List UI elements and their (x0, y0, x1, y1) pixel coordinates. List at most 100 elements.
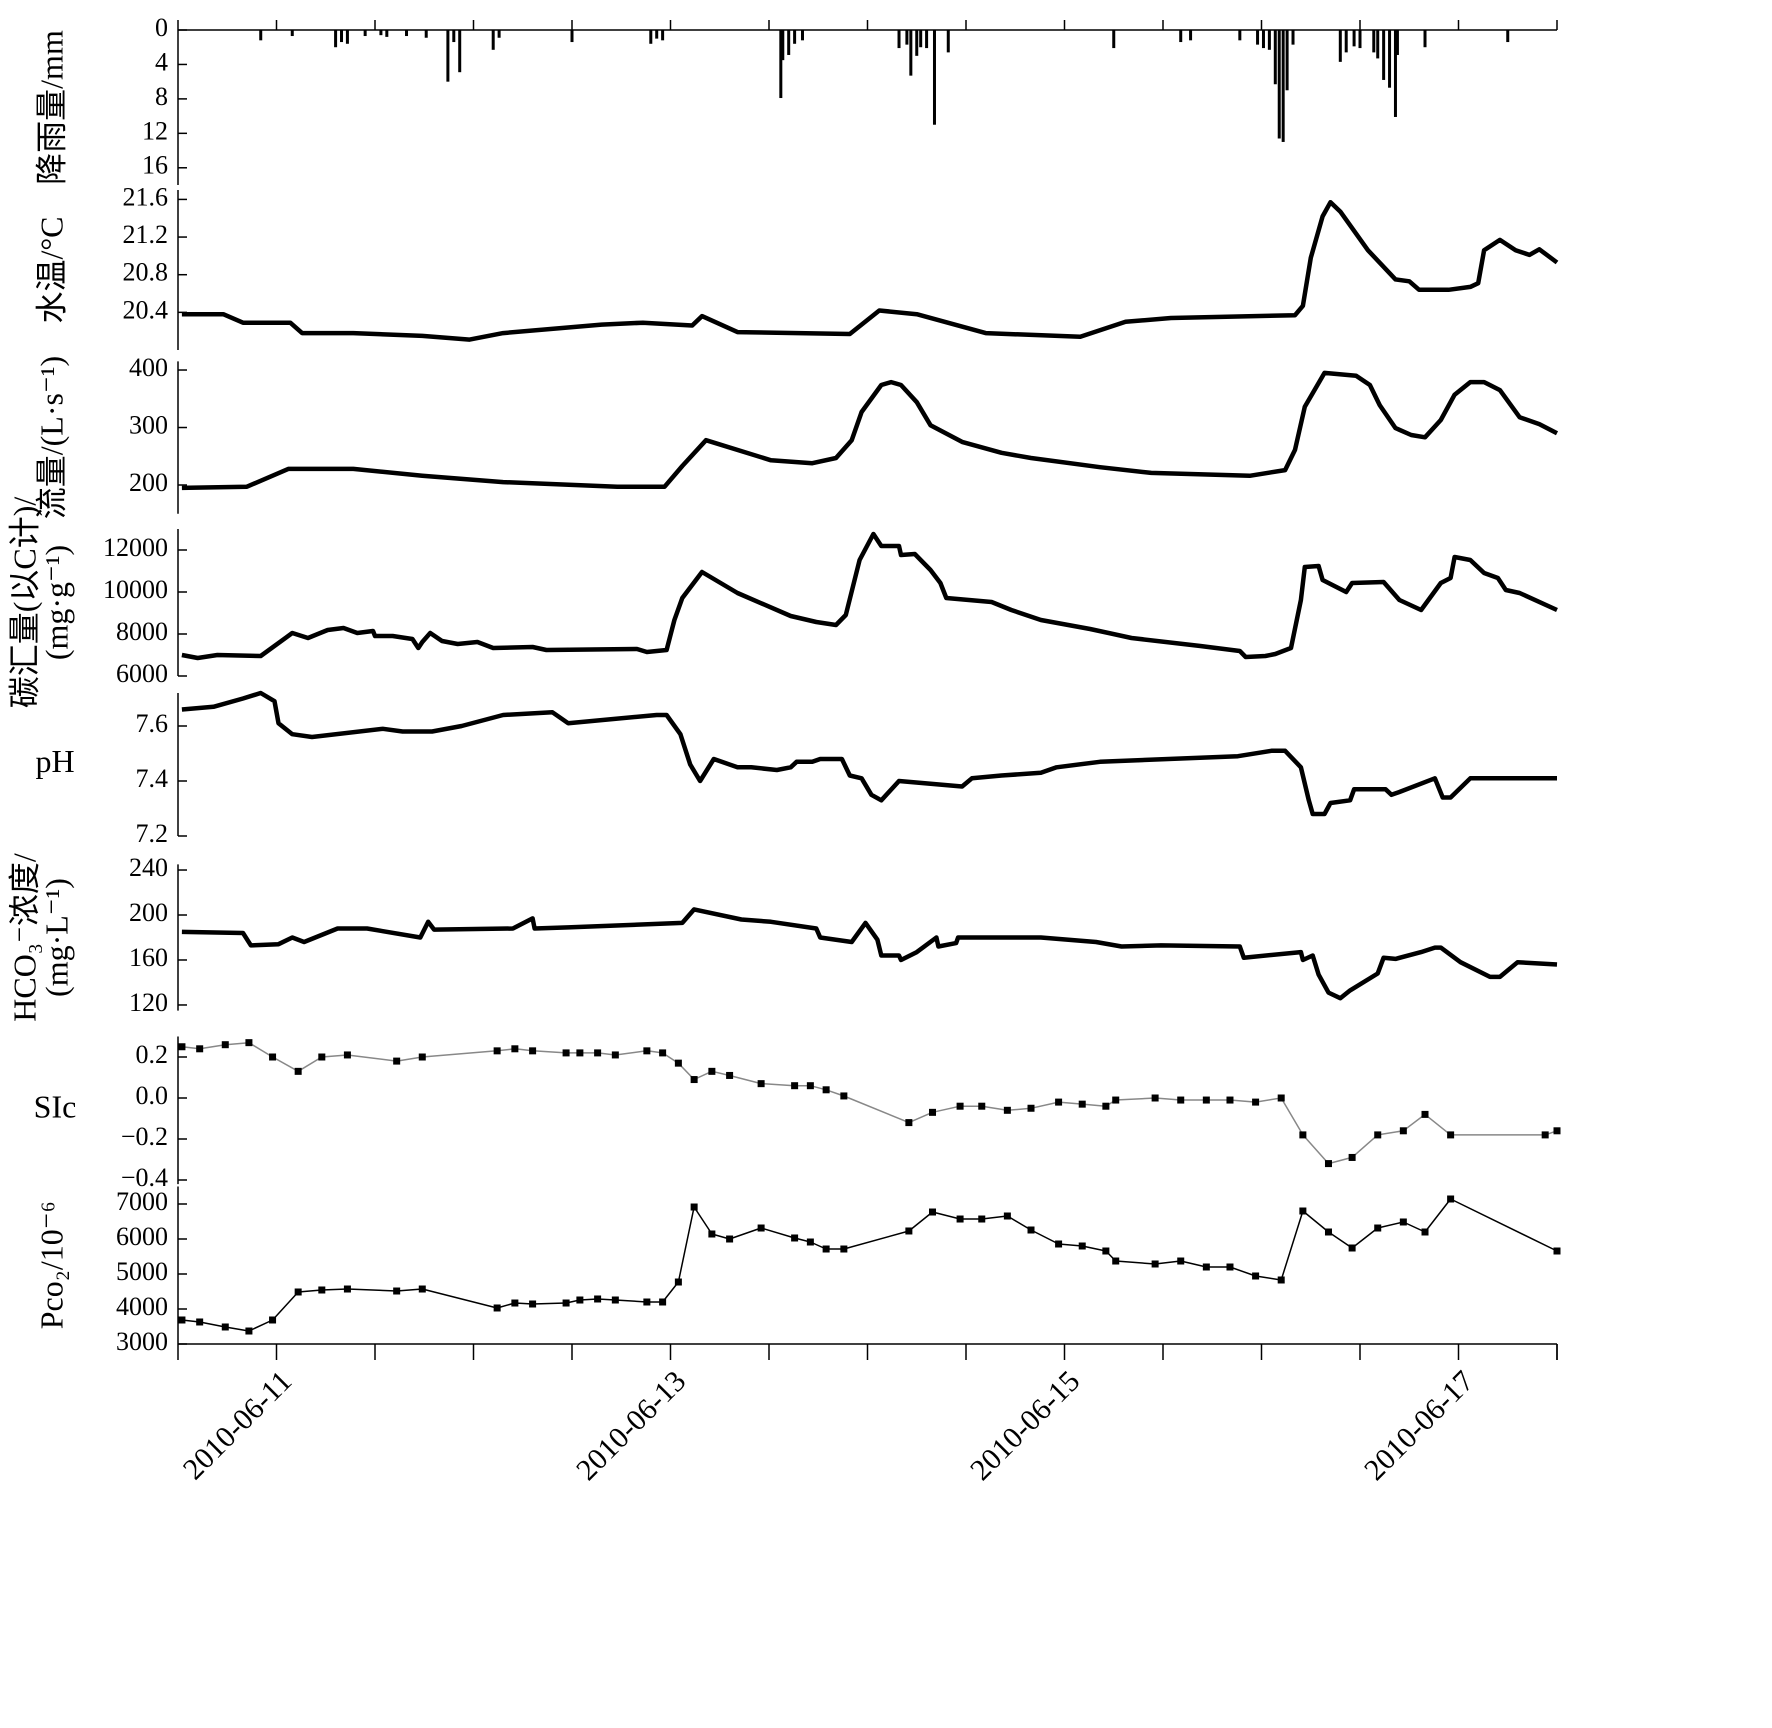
data-point (1003, 1106, 1011, 1114)
data-point (343, 1285, 351, 1293)
bar (793, 30, 797, 44)
data-point (791, 1234, 799, 1242)
bar (379, 30, 383, 36)
data-point (674, 1059, 682, 1067)
bar (661, 30, 665, 41)
y-tick-label: 160 (129, 943, 168, 972)
data-point (1055, 1098, 1063, 1106)
bar (946, 30, 950, 53)
x-tick-label: 2010-06-15 (964, 1364, 1086, 1486)
bar (781, 30, 785, 61)
data-point (806, 1238, 814, 1246)
bar (1393, 30, 1397, 117)
y-tick-label: 200 (129, 468, 168, 497)
data-point (791, 1082, 799, 1090)
bar (1238, 30, 1242, 41)
data-point (757, 1080, 765, 1088)
data-point (1252, 1272, 1260, 1280)
data-point (562, 1049, 570, 1057)
bar (1372, 30, 1376, 53)
data-line (181, 1198, 1558, 1332)
bar (1291, 30, 1295, 45)
data-point (418, 1053, 426, 1061)
x-tick-label: 2010-06-11 (177, 1364, 299, 1486)
y-tick-label: 7000 (116, 1187, 168, 1216)
data-point (840, 1245, 848, 1253)
data-point (1324, 1160, 1332, 1168)
data-point (1027, 1226, 1035, 1234)
bar (909, 30, 913, 76)
bar (290, 30, 294, 37)
data-point (978, 1102, 986, 1110)
data-point (1348, 1153, 1356, 1161)
y-tick-label: 8000 (116, 617, 168, 646)
data-point (978, 1215, 986, 1223)
data-point (611, 1296, 619, 1304)
x-tick-label: 2010-06-17 (1358, 1364, 1480, 1486)
bar (1112, 30, 1116, 49)
data-point (1078, 1100, 1086, 1108)
data-point (1112, 1096, 1120, 1104)
x-tick-label: 2010-06-13 (570, 1364, 692, 1486)
data-point (674, 1278, 682, 1286)
data-point (1027, 1104, 1035, 1112)
bar (1358, 30, 1362, 49)
data-point (1112, 1257, 1120, 1265)
data-point (840, 1092, 848, 1100)
bar (259, 30, 263, 41)
data-point (1102, 1102, 1110, 1110)
y-tick-label: 120 (129, 988, 168, 1017)
data-point (594, 1295, 602, 1303)
y-tick-label: 12 (142, 116, 168, 145)
y-tick-label: 300 (129, 410, 168, 439)
data-point (1447, 1195, 1455, 1203)
data-point (643, 1298, 651, 1306)
y-tick-label: 16 (142, 151, 168, 180)
bar (1344, 30, 1348, 53)
bar (1256, 30, 1260, 45)
data-point (822, 1245, 830, 1253)
data-point (708, 1067, 716, 1075)
data-point (1374, 1131, 1382, 1139)
data-point (929, 1208, 937, 1216)
data-point (318, 1286, 326, 1294)
bar (385, 30, 389, 37)
bar (915, 30, 919, 56)
data-line (181, 907, 1558, 1001)
bar (800, 30, 804, 41)
data-point (1541, 1131, 1549, 1139)
data-point (562, 1299, 570, 1307)
data-point (1277, 1276, 1285, 1284)
data-point (343, 1051, 351, 1059)
bar (1267, 30, 1271, 50)
data-point (1399, 1127, 1407, 1135)
data-point (1177, 1096, 1185, 1104)
y-tick-label: 7.2 (136, 819, 169, 848)
data-line (181, 370, 1559, 491)
bar (1382, 30, 1386, 80)
bar (932, 30, 936, 125)
y-axis-label: 碳汇量(以C计)/ (6, 497, 42, 709)
data-point (269, 1053, 277, 1061)
y-tick-label: 5000 (116, 1257, 168, 1286)
data-point (1102, 1247, 1110, 1255)
data-point (511, 1045, 519, 1053)
y-axis-label: HCO₃⁻浓度/ (6, 853, 42, 1022)
bar (497, 30, 501, 38)
data-point (1151, 1094, 1159, 1102)
bar (787, 30, 791, 55)
data-point (318, 1053, 326, 1061)
data-point (196, 1318, 204, 1326)
bar (570, 30, 574, 43)
data-point (1421, 1228, 1429, 1236)
data-point (1003, 1212, 1011, 1220)
bar (919, 30, 923, 48)
data-point (726, 1071, 734, 1079)
data-point (221, 1323, 229, 1331)
data-point (611, 1051, 619, 1059)
data-point (956, 1215, 964, 1223)
bar (905, 30, 909, 45)
data-point (708, 1230, 716, 1238)
y-tick-label: 12000 (103, 533, 168, 562)
